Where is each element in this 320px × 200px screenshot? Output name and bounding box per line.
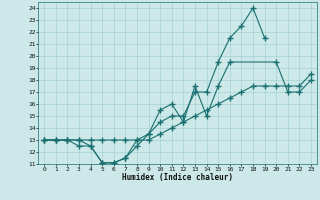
X-axis label: Humidex (Indice chaleur): Humidex (Indice chaleur) xyxy=(122,173,233,182)
